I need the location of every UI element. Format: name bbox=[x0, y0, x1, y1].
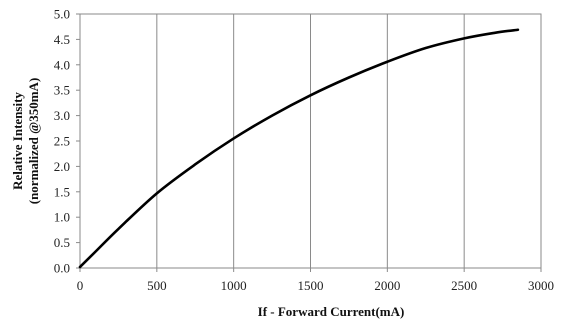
x-tick-label: 0 bbox=[77, 278, 84, 293]
gridlines bbox=[156, 14, 465, 268]
y-tick-label: 2.5 bbox=[54, 134, 70, 149]
y-tick-label: 0.0 bbox=[54, 261, 70, 276]
x-tick-label: 3000 bbox=[528, 278, 554, 293]
y-tick-label: 0.5 bbox=[54, 235, 70, 250]
y-tick-label: 2.0 bbox=[54, 159, 70, 174]
x-axis-ticks: 0 500 1000 1500 2000 2500 3000 bbox=[77, 268, 554, 293]
y-tick-label: 3.0 bbox=[54, 108, 70, 123]
x-tick-label: 1000 bbox=[221, 278, 247, 293]
y-axis-title-line-2: (normalized @350mA) bbox=[26, 78, 41, 205]
x-tick-label: 500 bbox=[147, 278, 167, 293]
x-axis-title: If - Forward Current(mA) bbox=[258, 304, 405, 319]
x-tick-label: 2000 bbox=[374, 278, 400, 293]
y-axis-ticks: 0.0 0.5 1.0 1.5 2.0 2.5 3.0 3.5 4.0 4.5 5.0 bbox=[54, 7, 80, 276]
y-tick-label: 4.5 bbox=[54, 32, 70, 47]
y-axis-title-line-1: Relative Intensity bbox=[10, 92, 25, 190]
x-tick-label: 1500 bbox=[298, 278, 324, 293]
y-tick-label: 1.0 bbox=[54, 210, 70, 225]
y-tick-label: 5.0 bbox=[54, 7, 70, 22]
x-tick-label: 2500 bbox=[451, 278, 477, 293]
series-line bbox=[78, 28, 520, 269]
y-tick-label: 3.5 bbox=[54, 83, 70, 98]
y-tick-label: 1.5 bbox=[54, 184, 70, 199]
y-tick-label: 4.0 bbox=[54, 57, 70, 72]
